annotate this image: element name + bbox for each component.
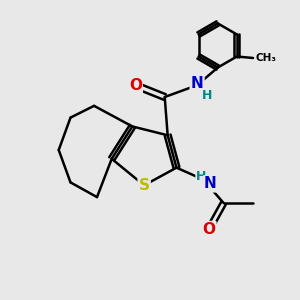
Text: O: O: [129, 78, 142, 93]
Text: H: H: [196, 170, 207, 183]
Text: N: N: [204, 176, 217, 191]
Text: O: O: [202, 222, 215, 237]
Text: N: N: [191, 76, 203, 91]
Text: CH₃: CH₃: [255, 53, 276, 63]
Text: S: S: [139, 178, 150, 193]
Text: H: H: [202, 89, 213, 102]
